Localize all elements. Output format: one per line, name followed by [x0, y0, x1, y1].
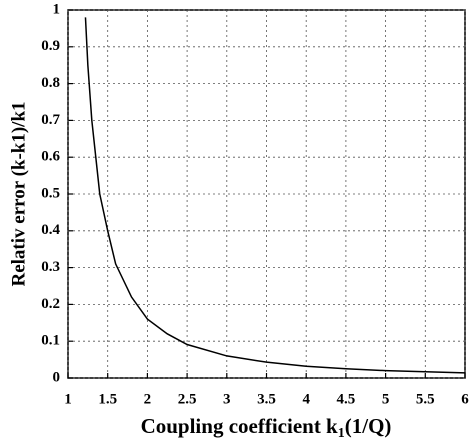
data-line [84, 17, 466, 374]
x-tick-label: 1 [64, 391, 72, 407]
x-tick-label: 4 [302, 391, 310, 407]
y-axis-label: Relativ error (k-k1)/k1 [8, 101, 29, 286]
y-tick-label: 0 [53, 369, 61, 385]
y-tick-label: 1 [53, 1, 61, 17]
x-tick-label: 2.5 [178, 391, 197, 407]
x-axis-label: Coupling coefficient k1(1/Q) [141, 414, 392, 441]
y-tick-label: 0.5 [41, 185, 60, 201]
x-tick-label: 4.5 [337, 391, 356, 407]
y-tick-label: 0.9 [41, 38, 60, 54]
x-tick-label: 1.5 [98, 391, 117, 407]
x-tick-label: 3.5 [257, 391, 276, 407]
x-tick-label: 3 [223, 391, 231, 407]
x-tick-label: 5.5 [416, 391, 435, 407]
y-tick-label: 0.1 [41, 333, 60, 349]
y-tick-label: 0.2 [41, 296, 60, 312]
y-tick-label: 0.7 [41, 112, 60, 128]
y-tick-label: 0.4 [41, 222, 60, 238]
x-tick-label: 6 [461, 391, 469, 407]
x-label-subscript: 1 [338, 426, 345, 441]
x-label-part: (1/Q) [345, 414, 392, 438]
y-tick-label: 0.6 [41, 149, 60, 165]
x-tick-label: 5 [382, 391, 390, 407]
y-tick-label: 0.3 [41, 259, 60, 275]
y-tick-label: 0.8 [41, 75, 60, 91]
x-tick-label: 2 [144, 391, 152, 407]
x-label-part: Coupling coefficient k [141, 414, 338, 438]
